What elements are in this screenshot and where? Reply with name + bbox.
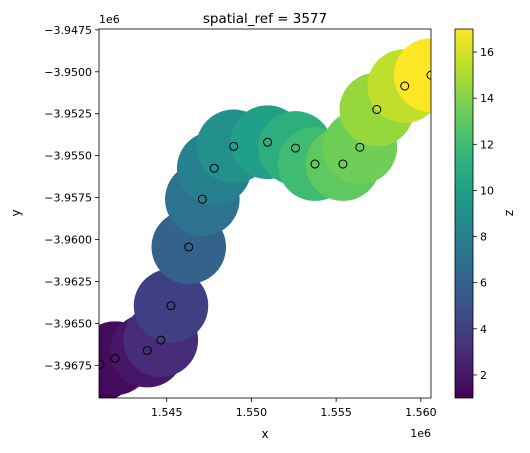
- colorbar-tick-label-1: 4: [480, 323, 487, 336]
- point-marker-7: [209, 163, 219, 173]
- x-axis-ticks: 1.545 1.550 1.555 1.560: [151, 398, 437, 419]
- colorbar-tick-label-5: 12: [480, 138, 494, 151]
- x-tick-label-3: 1.560: [405, 406, 437, 419]
- point-marker-9: [263, 137, 273, 147]
- y-tick-label-0: −3.9475: [44, 24, 92, 37]
- y-tick-label-6: −3.9625: [44, 275, 92, 288]
- point-markers: [99, 70, 431, 369]
- colorbar-tick-label-6: 14: [480, 92, 494, 105]
- point-marker-1: [110, 353, 120, 363]
- colorbar-tick-label-7: 16: [480, 46, 494, 59]
- y-tick-label-5: −3.9600: [44, 233, 92, 246]
- colorbar-tick-label-4: 10: [480, 184, 494, 197]
- x-tick-label-0: 1.545: [151, 406, 183, 419]
- point-marker-13: [355, 142, 365, 152]
- y-axis-label: y: [9, 209, 23, 216]
- x-axis-offset-label: 1e6: [410, 427, 431, 440]
- point-marker-16: [426, 70, 431, 80]
- colorbar-tick-label-2: 6: [480, 277, 487, 290]
- buffer-circle-16: [393, 38, 431, 113]
- point-marker-5: [184, 242, 194, 252]
- x-axis-label: x: [261, 427, 268, 441]
- chart-title: spatial_ref = 3577: [203, 11, 327, 27]
- x-tick-label-2: 1.555: [320, 406, 352, 419]
- point-marker-0: [99, 359, 105, 369]
- colorbar-frame: [454, 28, 474, 399]
- point-marker-3: [156, 335, 166, 345]
- x-tick-label-1: 1.550: [236, 406, 268, 419]
- y-tick-label-8: −3.9675: [44, 359, 92, 372]
- y-tick-label-2: −3.9525: [44, 108, 92, 121]
- colorbar-tick-label-3: 8: [480, 231, 487, 244]
- point-marker-4: [166, 301, 176, 311]
- point-marker-15: [400, 81, 410, 91]
- point-marker-6: [197, 194, 207, 204]
- y-axis-ticks: −3.9475 −3.9500 −3.9525 −3.9550 −3.9575 −3.96…: [44, 24, 99, 372]
- buffer-circle-4: [133, 268, 209, 343]
- y-axis-offset-label: 1e6: [99, 13, 120, 26]
- point-marker-14: [372, 105, 382, 115]
- colorbar-label: z: [502, 210, 516, 216]
- y-tick-label-4: −3.9575: [44, 192, 92, 205]
- point-marker-10: [290, 143, 300, 153]
- y-tick-label-7: −3.9650: [44, 317, 92, 330]
- point-marker-8: [229, 141, 239, 151]
- colorbar: 2 4 6 8 10 12 14 16 z: [454, 28, 516, 399]
- y-tick-label-1: −3.9500: [44, 66, 92, 79]
- colorbar-tick-label-0: 2: [480, 369, 487, 382]
- plot-frame: [98, 28, 432, 399]
- plot-area: [99, 38, 431, 398]
- point-marker-11: [310, 159, 320, 169]
- buffer-circles: [99, 38, 431, 398]
- colorbar-gradient: [455, 29, 473, 398]
- colorbar-ticks: 2 4 6 8 10 12 14 16: [473, 46, 494, 382]
- point-marker-2: [142, 346, 152, 356]
- point-marker-12: [338, 159, 348, 169]
- y-tick-label-3: −3.9550: [44, 150, 92, 163]
